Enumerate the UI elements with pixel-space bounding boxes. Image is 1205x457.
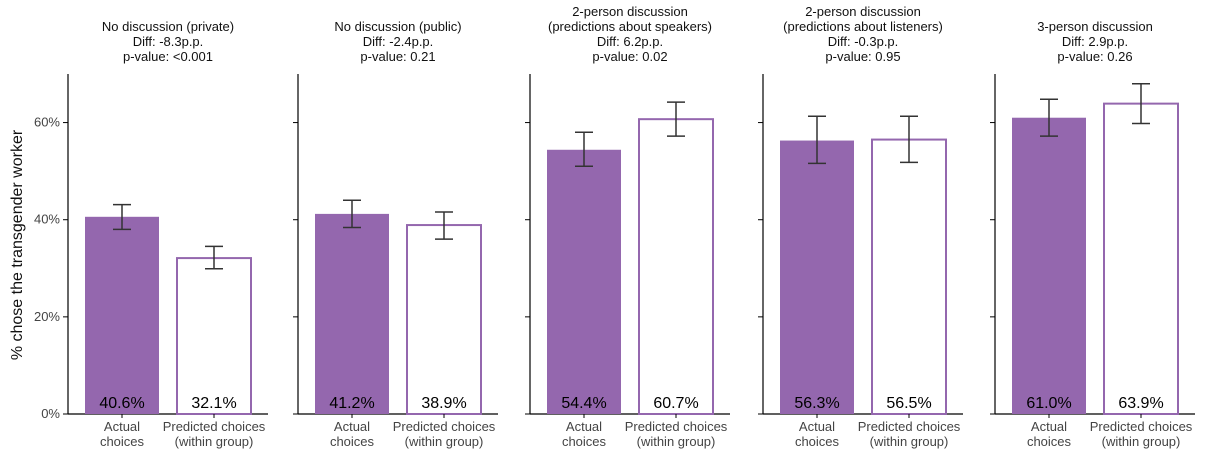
panel-title-line: 2-person discussion bbox=[805, 4, 921, 19]
x-category-label: choices bbox=[1027, 434, 1072, 449]
y-tick-label: 0% bbox=[41, 406, 60, 421]
x-category-label: choices bbox=[562, 434, 607, 449]
panel-2: No discussion (public)Diff: -2.4p.p.p-va… bbox=[293, 19, 498, 449]
bar-value-label: 63.9% bbox=[1118, 395, 1163, 412]
x-category-label: (within group) bbox=[405, 434, 484, 449]
panel-title-line: (predictions about speakers) bbox=[548, 19, 712, 34]
x-category-label: choices bbox=[330, 434, 375, 449]
bar-actual bbox=[547, 149, 621, 414]
x-category-label: (within group) bbox=[637, 434, 716, 449]
x-category-label: choices bbox=[100, 434, 145, 449]
bar-actual bbox=[315, 213, 389, 414]
panel-title-line: p-value: 0.95 bbox=[825, 49, 900, 64]
error-bar bbox=[435, 211, 453, 240]
bar-value-label: 32.1% bbox=[191, 395, 236, 412]
bar-value-label: 56.3% bbox=[794, 395, 839, 412]
panel-title-line: p-value: 0.02 bbox=[592, 49, 667, 64]
x-category-label: Predicted choices bbox=[393, 419, 496, 434]
bar-actual bbox=[85, 216, 159, 414]
x-category-label: choices bbox=[795, 434, 840, 449]
panel-title-line: p-value: <0.001 bbox=[123, 49, 213, 64]
panel-title-line: Diff: 2.9p.p. bbox=[1062, 34, 1128, 49]
panel-title-line: p-value: 0.21 bbox=[360, 49, 435, 64]
panel-title-line: Diff: 6.2p.p. bbox=[597, 34, 663, 49]
x-category-label: Predicted choices bbox=[858, 419, 961, 434]
error-bar bbox=[113, 203, 131, 231]
panel-title-line: No discussion (private) bbox=[102, 19, 234, 34]
error-bar bbox=[343, 199, 361, 229]
bar-value-label: 38.9% bbox=[421, 395, 466, 412]
x-category-label: Predicted choices bbox=[163, 419, 266, 434]
error-bar bbox=[205, 245, 223, 270]
bar-predicted bbox=[638, 118, 714, 416]
x-category-label: (within group) bbox=[1102, 434, 1181, 449]
bar-value-label: 40.6% bbox=[99, 395, 144, 412]
panel-title-line: p-value: 0.26 bbox=[1057, 49, 1132, 64]
x-category-label: Predicted choices bbox=[1090, 419, 1193, 434]
x-category-label: Predicted choices bbox=[625, 419, 728, 434]
panel-title-line: Diff: -2.4p.p. bbox=[363, 34, 434, 49]
y-axis-label: % chose the transgender worker bbox=[9, 129, 26, 360]
panel-title-line: Diff: -0.3p.p. bbox=[828, 34, 899, 49]
x-category-label: Actual bbox=[104, 419, 140, 434]
bar-value-label: 54.4% bbox=[561, 395, 606, 412]
error-bar bbox=[1132, 82, 1150, 125]
panel-title-line: Diff: -8.3p.p. bbox=[133, 34, 204, 49]
bar-actual bbox=[1012, 117, 1086, 414]
error-bar bbox=[808, 115, 826, 165]
panel-4: 2-person discussion(predictions about li… bbox=[758, 4, 963, 449]
x-category-label: (within group) bbox=[870, 434, 949, 449]
error-bar bbox=[575, 131, 593, 168]
bar-value-label: 61.0% bbox=[1026, 395, 1071, 412]
bar-actual bbox=[780, 140, 854, 415]
bar-value-label: 60.7% bbox=[653, 395, 698, 412]
error-bar bbox=[900, 115, 918, 164]
panel-title-line: 3-person discussion bbox=[1037, 19, 1153, 34]
x-category-label: (within group) bbox=[175, 434, 254, 449]
x-category-label: Actual bbox=[566, 419, 602, 434]
y-tick-label: 40% bbox=[34, 212, 60, 227]
bar-value-label: 56.5% bbox=[886, 395, 931, 412]
bar-predicted bbox=[871, 138, 947, 415]
panel-3: 2-person discussion(predictions about sp… bbox=[525, 4, 730, 449]
y-tick-label: 60% bbox=[34, 115, 60, 130]
bar-predicted bbox=[1103, 102, 1179, 415]
y-tick-label: 20% bbox=[34, 309, 60, 324]
x-category-label: Actual bbox=[1031, 419, 1067, 434]
panel-title-line: (predictions about listeners) bbox=[783, 19, 943, 34]
bar-value-label: 41.2% bbox=[329, 395, 374, 412]
panel-title-line: No discussion (public) bbox=[334, 19, 461, 34]
panel-1: No discussion (private)Diff: -8.3p.p.p-v… bbox=[34, 19, 268, 449]
error-bar bbox=[667, 101, 685, 137]
panel-title-line: 2-person discussion bbox=[572, 4, 688, 19]
x-category-label: Actual bbox=[334, 419, 370, 434]
panels: No discussion (private)Diff: -8.3p.p.p-v… bbox=[34, 4, 1195, 449]
x-category-label: Actual bbox=[799, 419, 835, 434]
bar-predicted bbox=[176, 257, 252, 416]
error-bar bbox=[1040, 98, 1058, 137]
bar-predicted bbox=[406, 224, 482, 415]
